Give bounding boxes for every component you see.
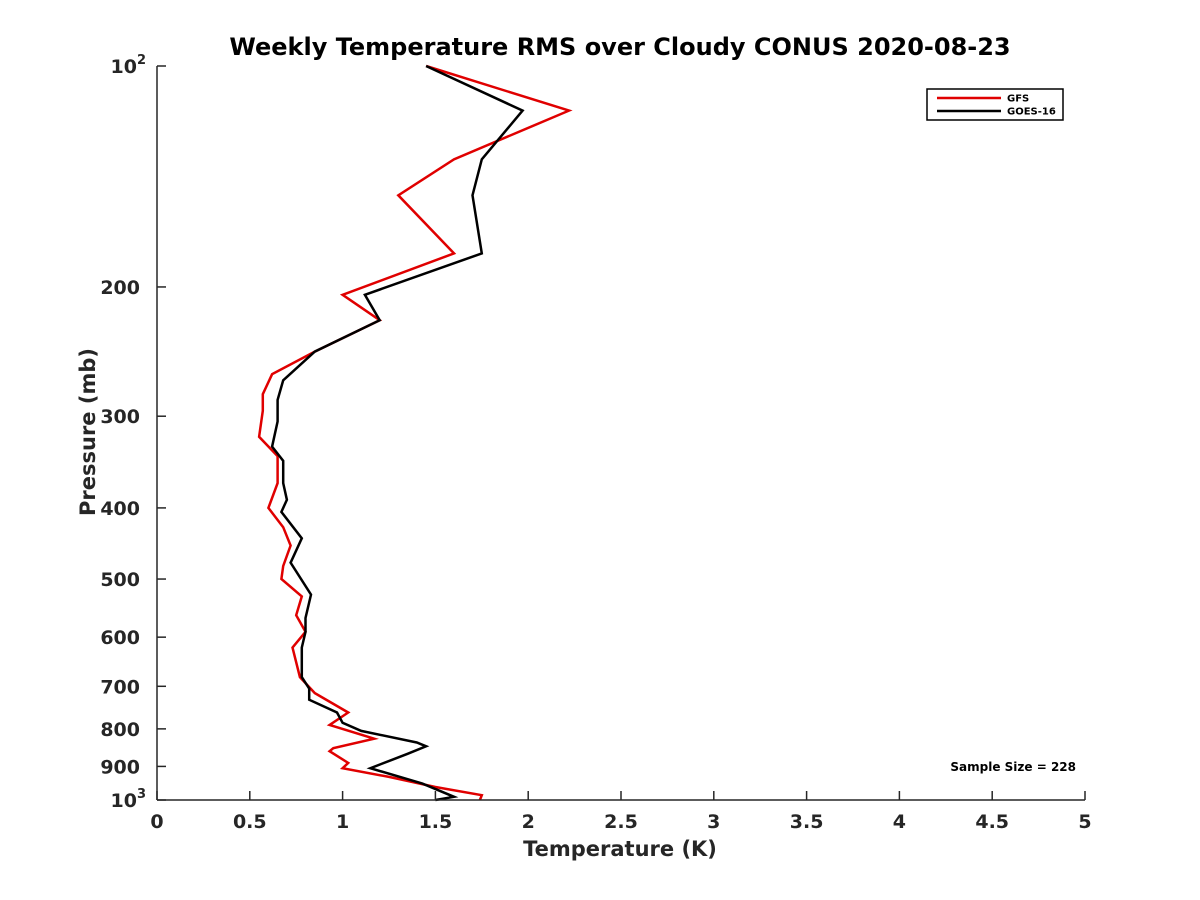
y-axis-label: Pressure (mb) xyxy=(76,348,100,516)
y-tick-label: 900 xyxy=(100,756,140,778)
y-tick-label: 600 xyxy=(100,627,140,649)
series-line-goes-16 xyxy=(270,64,525,802)
x-tick-label: 3.5 xyxy=(790,811,824,833)
x-tick-label: 5 xyxy=(1078,811,1091,833)
x-axis-label: Temperature (K) xyxy=(523,837,717,861)
series-line-gfs xyxy=(257,64,573,801)
y-tick-label: 500 xyxy=(100,569,140,591)
x-tick-label: 0 xyxy=(150,811,163,833)
legend-label-gfs: GFS xyxy=(1007,94,1029,105)
x-tick-label: 2 xyxy=(522,811,535,833)
y-tick-label: 102 xyxy=(111,53,147,78)
legend-label-goes-16: GOES-16 xyxy=(1007,107,1056,118)
x-tick-label: 1 xyxy=(336,811,349,833)
x-tick-label: 2.5 xyxy=(604,811,638,833)
x-tick-label: 0.5 xyxy=(233,811,267,833)
legend-box xyxy=(926,88,1064,121)
chart-title: Weekly Temperature RMS over Cloudy CONUS… xyxy=(229,33,1010,61)
x-tick-label: 4.5 xyxy=(975,811,1009,833)
plot-lines xyxy=(257,64,573,802)
y-tick-label: 400 xyxy=(100,498,140,520)
legend: GFS GOES-16 xyxy=(926,88,1064,121)
y-tick-label: 800 xyxy=(100,719,140,741)
y-tick-label: 700 xyxy=(100,676,140,698)
x-tick-label: 4 xyxy=(893,811,906,833)
axes: 0 0.5 1 1.5 2 2.5 3 3.5 4 4.5 5 102 200 300 400 500 600 7… xyxy=(100,53,1091,833)
x-tick-label: 3 xyxy=(707,811,720,833)
x-tick-label: 1.5 xyxy=(419,811,453,833)
y-tick-label: 200 xyxy=(100,277,140,299)
y-tick-label: 103 xyxy=(111,787,147,812)
sample-size-annotation: Sample Size = 228 xyxy=(950,760,1076,774)
y-tick-label: 300 xyxy=(100,406,140,428)
